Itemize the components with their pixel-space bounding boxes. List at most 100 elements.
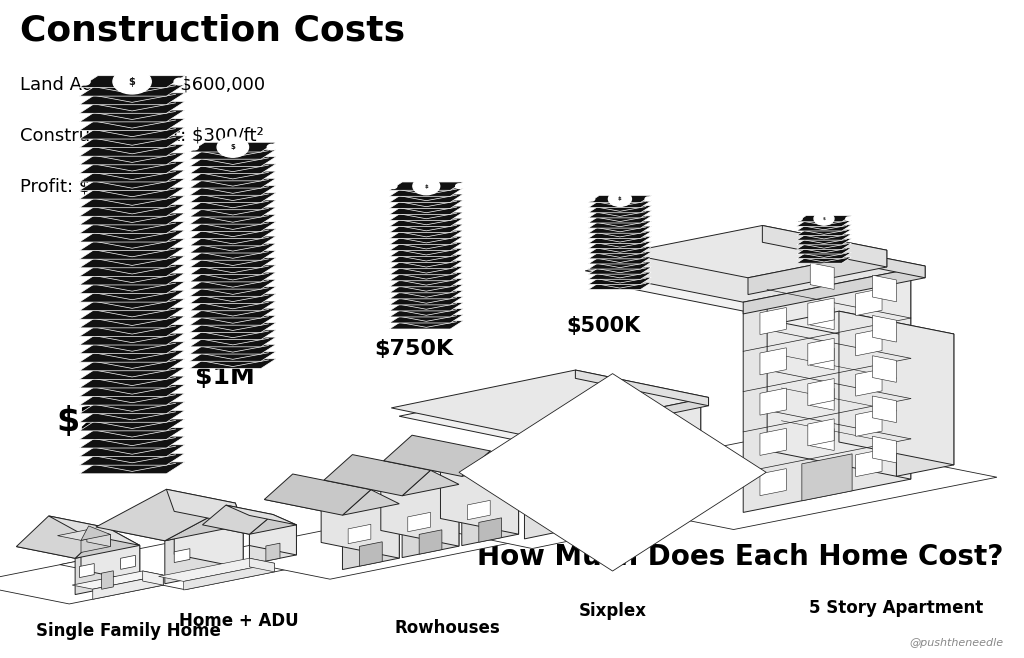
Polygon shape [0,560,186,604]
Polygon shape [389,261,463,268]
Polygon shape [781,311,953,345]
Circle shape [814,213,834,225]
Polygon shape [189,315,276,325]
Polygon shape [189,193,276,203]
Text: $: $ [129,76,135,87]
Polygon shape [419,530,442,554]
Polygon shape [402,484,459,557]
Polygon shape [588,272,651,279]
Polygon shape [189,164,276,174]
Polygon shape [121,555,135,569]
Polygon shape [524,406,700,539]
Text: $: $ [822,216,825,220]
Polygon shape [250,525,296,565]
Text: $750K: $750K [374,339,453,359]
Polygon shape [580,455,603,479]
Polygon shape [810,424,835,451]
Polygon shape [600,249,910,311]
Polygon shape [79,247,184,259]
Polygon shape [189,178,276,188]
Polygon shape [797,216,851,222]
Polygon shape [49,516,139,545]
Polygon shape [802,454,852,501]
Polygon shape [342,490,399,515]
Polygon shape [381,468,459,546]
Polygon shape [896,334,953,476]
Polygon shape [588,236,651,243]
Polygon shape [79,419,184,431]
Polygon shape [808,338,835,365]
Text: Home + ADU: Home + ADU [179,612,299,630]
Polygon shape [399,380,700,442]
Polygon shape [389,303,463,311]
Text: 5 Story Apartment: 5 Story Apartment [809,599,983,617]
Polygon shape [810,303,835,330]
Circle shape [608,191,632,207]
Polygon shape [462,451,518,476]
Polygon shape [575,370,709,406]
Polygon shape [322,488,399,558]
Polygon shape [93,575,163,599]
Circle shape [589,197,595,201]
Polygon shape [189,330,276,340]
Polygon shape [189,359,276,368]
Polygon shape [81,526,111,540]
Polygon shape [797,234,851,240]
Polygon shape [189,344,276,354]
Polygon shape [79,282,184,293]
Polygon shape [79,161,184,173]
Polygon shape [540,463,563,487]
Polygon shape [588,262,651,269]
Polygon shape [389,194,463,203]
Polygon shape [79,462,184,474]
Polygon shape [250,515,296,555]
Polygon shape [808,298,835,325]
Polygon shape [856,329,882,356]
Text: $: $ [230,144,236,150]
Polygon shape [797,220,851,226]
Polygon shape [462,465,518,545]
Polygon shape [79,342,184,353]
Polygon shape [79,350,184,362]
Polygon shape [250,515,296,534]
Polygon shape [189,322,276,332]
Polygon shape [189,215,276,224]
Polygon shape [588,216,651,223]
Polygon shape [79,376,184,388]
Polygon shape [743,278,910,513]
Text: $1M: $1M [195,365,254,389]
Polygon shape [588,211,651,218]
Polygon shape [760,307,786,334]
Text: Rowhouses: Rowhouses [394,619,500,636]
Polygon shape [588,241,651,249]
Polygon shape [159,558,274,582]
Polygon shape [384,435,490,476]
Polygon shape [767,249,910,479]
Polygon shape [264,474,371,515]
Polygon shape [767,235,925,278]
Polygon shape [618,446,642,470]
Polygon shape [189,157,276,166]
Polygon shape [762,226,887,267]
Polygon shape [580,487,603,511]
Polygon shape [389,255,463,263]
Polygon shape [79,84,184,96]
Polygon shape [79,265,184,276]
Polygon shape [408,513,430,532]
Polygon shape [389,309,463,317]
Polygon shape [808,459,835,486]
Circle shape [645,197,651,201]
Polygon shape [618,479,642,503]
Text: $: $ [618,197,622,201]
Polygon shape [79,333,184,345]
Polygon shape [189,351,276,361]
Polygon shape [79,196,184,208]
Polygon shape [264,488,399,515]
Polygon shape [524,397,709,443]
Polygon shape [189,308,276,318]
Polygon shape [389,182,463,190]
Polygon shape [59,530,357,590]
Polygon shape [79,144,184,156]
Polygon shape [743,266,925,314]
Polygon shape [389,315,463,323]
